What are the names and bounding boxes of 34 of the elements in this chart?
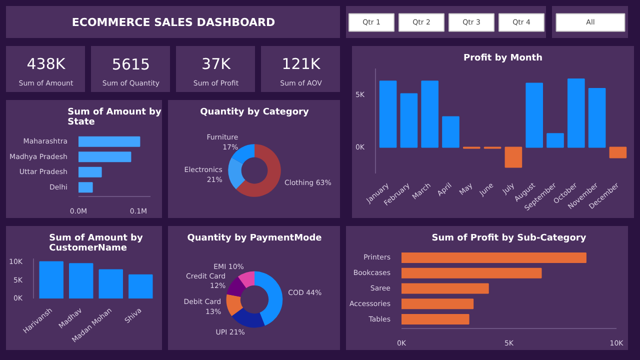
bar [442, 116, 460, 148]
bar [69, 263, 94, 298]
bar [402, 283, 489, 294]
bar [78, 182, 93, 193]
bar [402, 298, 474, 310]
bar [402, 268, 542, 278]
text: 5615 [112, 55, 150, 74]
bar [78, 136, 140, 147]
chart-title: Sum of Profit by Sub-Category [432, 234, 586, 244]
bar [588, 88, 606, 148]
text: 37K [202, 54, 232, 73]
bar [400, 93, 418, 148]
chart-title: Quantity by PaymentMode [187, 234, 322, 244]
bar [98, 269, 123, 298]
bar [128, 274, 153, 298]
bar [504, 146, 522, 168]
bar [39, 261, 64, 298]
text: 438K [26, 54, 66, 73]
text: 121K [282, 54, 322, 73]
chart-title: Quantity by Category [200, 108, 309, 118]
bar [526, 82, 544, 148]
chart-title: Sum of Amount by State [68, 108, 162, 128]
bar [546, 133, 564, 148]
bar [609, 146, 627, 158]
bar [78, 152, 132, 162]
chart-title: Sum of Amount by CustomerName [49, 234, 143, 254]
bar [568, 78, 585, 148]
text: ECOMMERCE SALES DASHBOARD [72, 16, 276, 29]
bar [421, 80, 438, 148]
bar [78, 166, 102, 178]
bar [402, 252, 586, 263]
chart-title: Profit by Month [463, 54, 543, 64]
bar [379, 80, 397, 148]
bar [402, 314, 470, 325]
